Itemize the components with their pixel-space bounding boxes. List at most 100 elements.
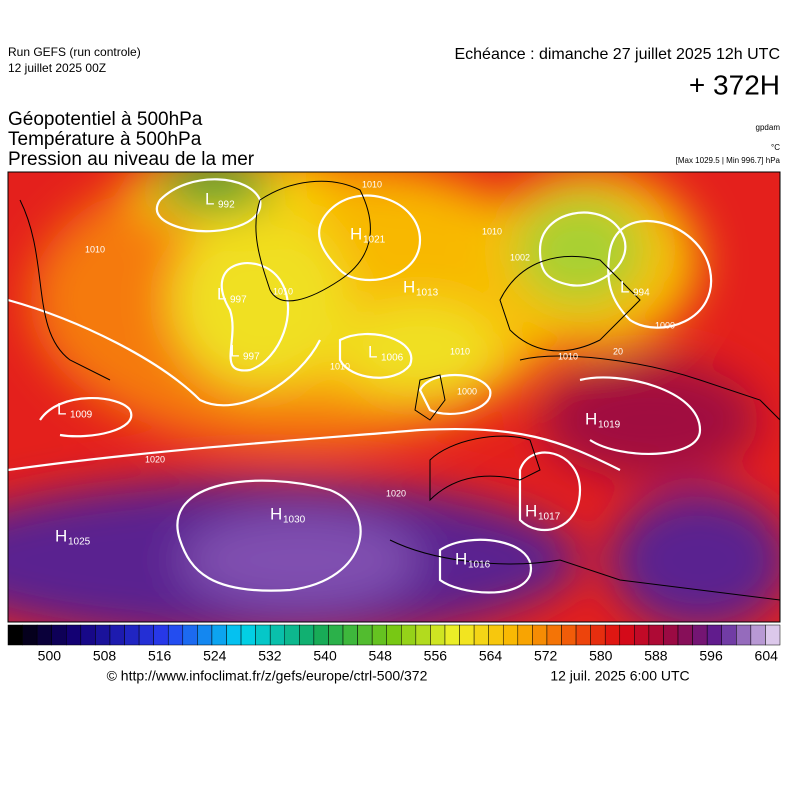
center-value: 997 (230, 295, 247, 306)
colorbar-tick-label: 524 (203, 648, 227, 664)
contour-label: 1010 (330, 361, 350, 371)
colorbar-swatch (663, 624, 679, 646)
colorbar-swatch (736, 624, 752, 646)
colorbar-swatch (7, 624, 23, 646)
colorbar-swatch (182, 624, 198, 646)
contour-label: 1000 (457, 386, 477, 396)
map-frame (7, 171, 781, 623)
colorbar-swatch (51, 624, 67, 646)
contour-label: 1002 (510, 252, 530, 262)
contour-label: 1020 (145, 454, 165, 464)
colorbar-swatch (299, 624, 315, 646)
colorbar-tick-label: 540 (313, 648, 337, 664)
contour-label: 1020 (386, 488, 406, 498)
colorbar-swatch (342, 624, 358, 646)
run: Run GEFS (run controle) (8, 45, 141, 59)
colorbar-swatch (66, 624, 82, 646)
colorbar-tick-label: 556 (424, 648, 448, 664)
center-type: L (57, 399, 66, 418)
colorbar-swatch (328, 624, 344, 646)
colorbar-swatch (473, 624, 489, 646)
center-type: L (230, 341, 239, 360)
colorbar-swatch (634, 624, 650, 646)
center-value: 1025 (68, 537, 91, 548)
center-value: 1019 (598, 420, 621, 431)
colorbar-tick-label: 508 (93, 648, 117, 664)
center-type: H (55, 526, 67, 545)
center-value: 1016 (468, 560, 491, 571)
center-value: 992 (218, 200, 235, 211)
colorbar-swatch (765, 624, 781, 646)
center-type: H (350, 224, 362, 243)
colorbar-swatch (444, 624, 460, 646)
colorbar-swatch (371, 624, 387, 646)
colorbar-swatch (197, 624, 213, 646)
colorbar-swatch (517, 624, 533, 646)
center-type: H (270, 504, 282, 523)
colorbar-swatch (36, 624, 52, 646)
colorbar-swatch (488, 624, 504, 646)
colorbar-tick-label: 572 (534, 648, 558, 664)
colorbar-swatch (430, 624, 446, 646)
colorbar-swatch (22, 624, 38, 646)
center-value: 1030 (283, 515, 306, 526)
colorbar-tick-label: 604 (755, 648, 779, 664)
contour-label: 1010 (273, 286, 293, 296)
contour-label: 1010 (85, 244, 105, 254)
colorbar-tick-label: 532 (258, 648, 282, 664)
title: Géopotentiel à 500hPa (8, 109, 203, 130)
colorbar-swatch (357, 624, 373, 646)
colorbar-swatch (386, 624, 402, 646)
contour-label: 1010 (362, 179, 382, 189)
echeance: Echéance : dimanche 27 juillet 2025 12h … (454, 46, 780, 63)
title: Température à 500hPa (8, 129, 202, 150)
contour-label: 1000 (655, 320, 675, 330)
colorbar-swatch (575, 624, 591, 646)
colorbar-tick-label: 588 (644, 648, 668, 664)
colorbar-swatch (313, 624, 329, 646)
colorbar-swatch (590, 624, 606, 646)
contour-label: 1010 (482, 226, 502, 236)
center-type: L (368, 342, 377, 361)
center-value: 1009 (70, 410, 93, 421)
contour-label: 1010 (558, 351, 578, 361)
center-type: L (205, 189, 214, 208)
issued: 12 juil. 2025 6:00 UTC (550, 668, 689, 684)
colorbar-tick-label: 596 (699, 648, 723, 664)
center-type: H (525, 501, 537, 520)
colorbar-swatch (692, 624, 708, 646)
colorbar-swatch (532, 624, 548, 646)
colorbar-swatch (109, 624, 125, 646)
contour-label: 1010 (450, 346, 470, 356)
map (8, 172, 780, 622)
lead: + 372H (689, 69, 780, 100)
colorbar-swatch (124, 624, 140, 646)
colorbar-swatch (502, 624, 519, 646)
title: Pression au niveau de la mer (8, 149, 255, 170)
colorbar-swatch (153, 624, 169, 646)
center-type: H (585, 409, 597, 428)
colorbar-swatch (95, 624, 111, 646)
center-value: 994 (633, 288, 650, 299)
colorbar-swatch (546, 624, 562, 646)
unit: [Max 1029.5 | Min 996.7] hPa (676, 156, 781, 165)
source: © http://www.infoclimat.fr/z/gefs/europe… (107, 668, 428, 684)
colorbar: 500 508 516 524 532 540 548 556 564 572 580 588 596 6… (7, 624, 781, 664)
colorbar-tick-label: 580 (589, 648, 613, 664)
colorbar-tick-label: 548 (369, 648, 393, 664)
colorbar-tick-label: 516 (148, 648, 172, 664)
colorbar-swatch (721, 624, 737, 646)
colorbar-swatch (401, 624, 417, 646)
colorbar-swatch (459, 624, 475, 646)
colorbar-swatch (284, 624, 300, 646)
center-type: L (620, 277, 629, 296)
unit: gpdam (756, 123, 781, 132)
colorbar-tick-label: 500 (38, 648, 62, 664)
colorbar-swatch (269, 624, 286, 646)
center-value: 997 (243, 352, 260, 363)
colorbar-swatch (648, 624, 664, 646)
center-type: H (403, 277, 415, 296)
center-value: 1017 (538, 512, 561, 523)
colorbar-swatch (167, 624, 184, 646)
